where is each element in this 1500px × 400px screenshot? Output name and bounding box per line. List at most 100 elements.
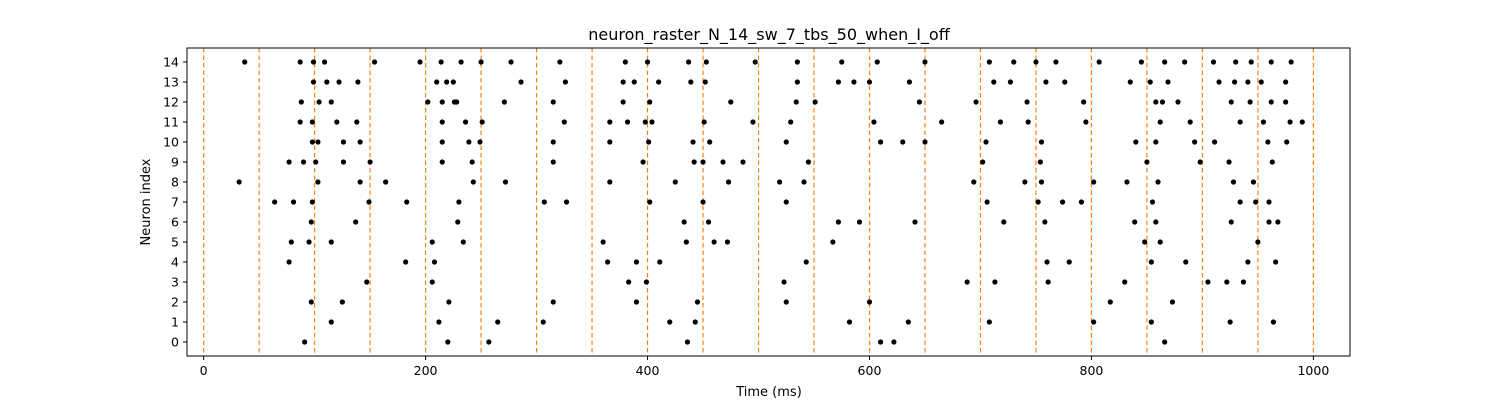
spike-point [462,119,469,125]
spike-point [647,99,653,105]
y-tick-label: 10 [163,135,179,150]
spike-point [700,159,706,165]
spike-point [308,299,314,305]
y-tick-label: 13 [163,75,179,90]
x-tick-label: 800 [1080,363,1104,378]
spike-point [633,299,640,305]
spike-point [607,179,613,185]
spike-point [866,299,873,305]
spike-point [685,59,692,65]
spike-point [501,99,507,105]
y-tick-label: 11 [163,115,179,130]
spike-point [297,119,303,125]
spike-point [478,59,484,65]
spike-point [1149,199,1156,205]
spike-point [242,59,248,65]
spike-point [1159,99,1166,105]
spike-point [656,79,662,85]
spike-point [871,119,877,125]
spike-point [1157,239,1163,245]
spike-point [1148,259,1154,265]
spike-point [438,59,444,65]
spike-point [622,59,628,65]
spike-point [1078,199,1085,205]
spike-point [306,239,312,245]
spike-point [1299,119,1305,125]
spike-point [906,79,913,85]
spike-point [297,59,303,65]
spike-point [1269,159,1275,165]
spike-point [315,179,321,185]
spike-point [1038,179,1045,185]
spike-point [1245,79,1251,85]
spike-point [1153,219,1159,225]
spike-point [1237,199,1243,205]
spike-point [681,219,687,225]
spike-point [1147,79,1153,85]
spike-point [286,159,292,165]
spike-point [916,99,923,105]
spike-point [1127,79,1133,85]
spike-point [793,99,799,105]
spike-point [1187,119,1193,125]
y-tick-label: 9 [171,155,179,170]
spike-point [502,179,509,185]
spike-point [1227,319,1233,325]
spike-point [839,59,845,65]
spike-point [711,239,717,245]
spike-point [740,159,746,165]
spike-point [1237,119,1243,125]
spike-point [367,159,373,165]
spike-point [702,79,708,85]
spike-point [684,339,691,345]
spike-point [728,99,734,105]
spike-point [973,99,979,105]
spike-point [550,139,556,145]
spike-point [986,59,992,65]
spike-point [550,299,556,305]
spike-point [508,59,514,65]
spike-point [1197,159,1203,165]
spike-point [891,339,897,345]
spike-point [328,99,334,105]
spike-point [364,279,370,285]
spike-point [1268,59,1274,65]
spike-point [383,179,389,185]
spike-point [470,179,476,185]
spike-point [691,159,697,165]
spike-point [1245,259,1251,265]
spike-point [466,139,472,145]
spike-point [1037,159,1043,165]
spike-point [1107,299,1113,305]
spike-point [1210,59,1217,65]
spike-point [1083,119,1089,125]
spike-point [694,299,701,305]
spike-point [649,119,655,125]
spike-point [1142,239,1148,245]
spike-point [781,279,787,285]
spike-point [336,79,342,85]
spike-point [562,79,569,85]
spike-point [877,339,884,345]
spike-point [905,319,911,325]
spike-point [812,99,818,105]
y-tick-label: 8 [171,175,179,190]
spike-point [353,219,359,225]
spike-point [340,159,347,165]
spike-point [1228,219,1234,225]
spike-point [624,119,631,125]
spike-point [302,339,308,345]
spike-point [1148,319,1154,325]
spike-point [672,179,678,185]
spike-point [1258,79,1264,85]
spike-point [328,319,334,325]
spike-point [690,139,696,145]
spike-point [357,139,363,145]
spike-point [877,139,884,145]
spike-point [357,179,363,185]
spike-point [922,59,928,65]
spike-point [300,159,307,165]
y-tick-label: 6 [171,215,179,230]
